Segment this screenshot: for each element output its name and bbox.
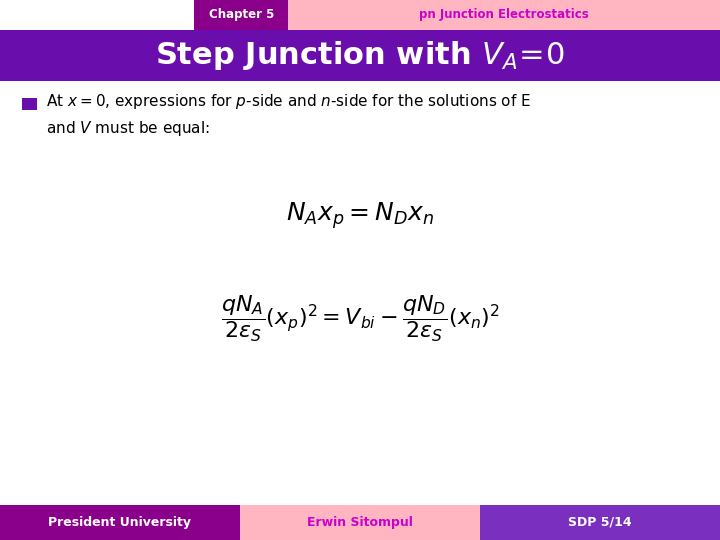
Text: pn Junction Electrostatics: pn Junction Electrostatics [419, 8, 589, 22]
FancyBboxPatch shape [194, 0, 288, 30]
Text: President University: President University [48, 516, 192, 529]
FancyBboxPatch shape [240, 505, 480, 540]
FancyBboxPatch shape [22, 98, 37, 110]
Text: Step Junction with $V_A\!=\!0$: Step Junction with $V_A\!=\!0$ [156, 39, 564, 72]
Text: $N_A x_p = N_D x_n$: $N_A x_p = N_D x_n$ [286, 201, 434, 231]
Text: SDP 5/14: SDP 5/14 [568, 516, 631, 529]
Text: and $V$ must be equal:: and $V$ must be equal: [46, 119, 210, 138]
Text: Erwin Sitompul: Erwin Sitompul [307, 516, 413, 529]
FancyBboxPatch shape [480, 505, 720, 540]
Text: At $x = 0$, expressions for $p$-side and $n$-side for the solutions of E: At $x = 0$, expressions for $p$-side and… [46, 92, 531, 111]
FancyBboxPatch shape [288, 0, 720, 30]
FancyBboxPatch shape [0, 30, 720, 81]
Text: Chapter 5: Chapter 5 [209, 8, 274, 22]
Text: $\dfrac{qN_A}{2\varepsilon_S}(x_p)^2 = V_{bi} - \dfrac{qN_D}{2\varepsilon_S}(x_n: $\dfrac{qN_A}{2\varepsilon_S}(x_p)^2 = V… [220, 293, 500, 344]
FancyBboxPatch shape [0, 505, 240, 540]
